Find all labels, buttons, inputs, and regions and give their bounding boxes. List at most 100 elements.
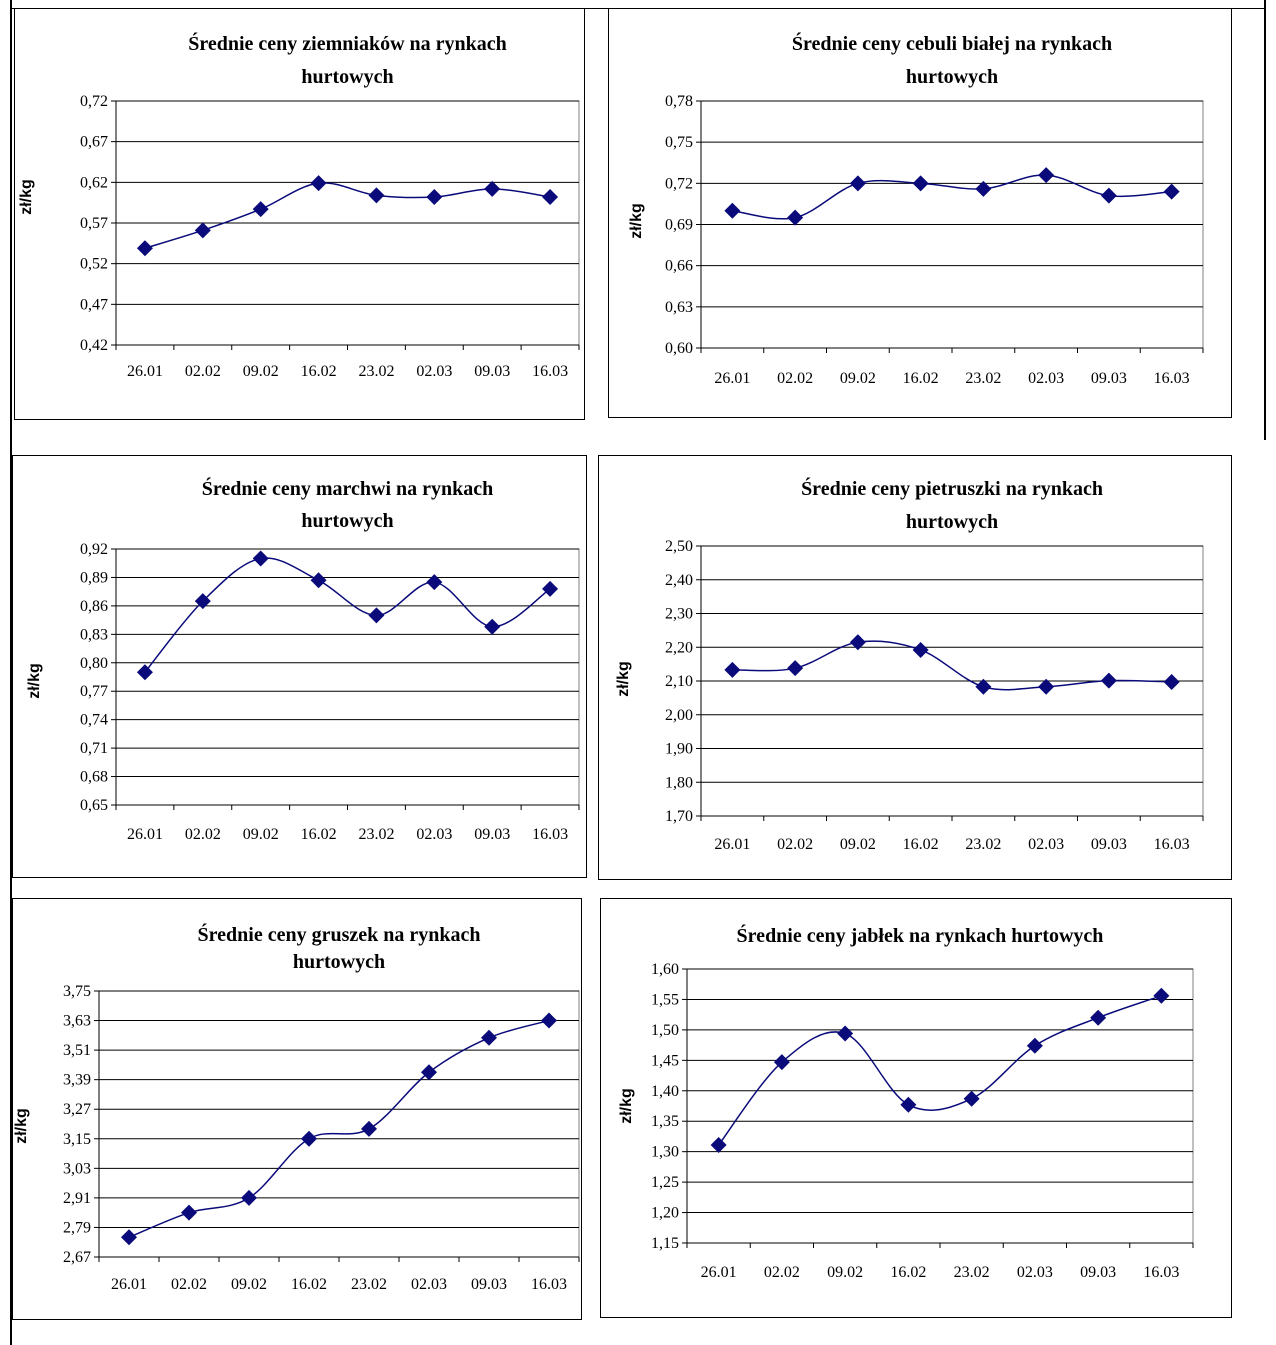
y-tick-label: 1,60 [651,961,679,978]
chart-panel-4: Średnie ceny pietruszki na rynkach hurtow… [598,455,1232,880]
y-tick-label: 2,30 [665,606,693,623]
y-axis-label: zł/kg [13,1108,30,1144]
data-point-marker [301,1130,317,1147]
data-point-marker [542,580,559,597]
x-tick-label: 23.02 [358,363,394,380]
x-tick-label: 16.02 [291,1276,327,1293]
data-point-marker [542,188,559,205]
x-tick-label: 02.02 [185,826,221,843]
chart-svg-3: Średnie ceny marchwi na rynkach hurtowych… [26,476,580,843]
data-point-marker [975,678,992,695]
data-point-marker [900,1096,917,1113]
x-tick-label: 09.02 [840,370,876,387]
data-point-marker [194,222,211,239]
data-point-marker [1153,987,1170,1004]
y-tick-label: 1,30 [651,1144,679,1161]
x-tick-label: 16.03 [1143,1264,1179,1281]
x-tick-label: 23.02 [358,826,394,843]
chart-svg-1: Średnie ceny ziemniaków na rynkach hurtow… [18,31,580,380]
y-tick-label: 0,68 [80,769,108,786]
data-point-marker [963,1090,980,1107]
data-point-marker [421,1064,437,1081]
chart-svg-2: Średnie ceny cebuli białej na rynkach hur… [628,31,1204,387]
y-tick-label: 0,83 [80,626,108,643]
y-tick-label: 0,72 [80,93,108,110]
data-point-marker [361,1120,377,1137]
chart-panel-3: Średnie ceny marchwi na rynkach hurtowych… [12,455,587,878]
y-tick-label: 2,20 [665,639,693,656]
y-tick-label: 0,72 [665,175,693,192]
x-tick-label: 02.03 [416,826,452,843]
data-point-marker [426,574,443,591]
data-point-marker [252,201,269,218]
y-tick-label: 0,67 [80,134,108,151]
x-tick-label: 26.01 [714,836,750,853]
y-tick-label: 2,79 [63,1219,91,1236]
data-point-marker [787,660,804,677]
x-tick-label: 16.03 [531,1276,567,1293]
y-axis-label: zł/kg [628,203,645,239]
y-tick-label: 1,25 [651,1174,679,1191]
y-axis-label: zł/kg [618,1088,635,1124]
data-point-marker [773,1054,790,1071]
series-line [144,557,551,673]
y-tick-label: 2,40 [665,572,693,589]
x-tick-label: 09.03 [474,363,510,380]
x-tick-label: 16.02 [903,370,939,387]
data-point-marker [310,175,327,192]
chart-title-line: hurtowych [293,951,385,973]
x-tick-label: 09.02 [243,826,279,843]
data-point-marker [837,1025,854,1042]
x-tick-label: 02.03 [1028,836,1064,853]
y-tick-label: 2,50 [665,538,693,555]
data-point-marker [1100,187,1117,204]
y-tick-label: 1,70 [665,808,693,825]
chart-title-line: Średnie ceny pietruszki na rynkach [801,476,1103,500]
data-point-marker [1100,672,1117,689]
chart-title-line: hurtowych [301,66,393,88]
data-point-marker [1090,1009,1107,1026]
data-point-marker [241,1189,257,1206]
y-tick-label: 3,15 [63,1131,91,1148]
y-tick-label: 0,60 [665,340,693,357]
data-point-marker [975,180,992,197]
data-point-marker [181,1204,197,1221]
y-tick-label: 3,51 [63,1042,91,1059]
x-tick-label: 23.02 [954,1264,990,1281]
y-tick-label: 0,75 [665,134,693,151]
chart-title-line: Średnie ceny jabłek na rynkach hurtowych [737,923,1104,947]
y-tick-label: 1,15 [651,1235,679,1252]
x-tick-label: 16.02 [903,836,939,853]
y-tick-label: 1,20 [651,1205,679,1222]
chart-svg-4: Średnie ceny pietruszki na rynkach hurtow… [615,476,1204,853]
x-tick-label: 02.02 [777,836,813,853]
y-tick-label: 1,80 [665,774,693,791]
chart-title-line: hurtowych [906,511,998,533]
y-tick-label: 2,00 [665,707,693,724]
y-tick-label: 3,75 [63,983,91,1000]
y-tick-label: 0,92 [80,541,108,558]
x-tick-label: 02.03 [411,1276,447,1293]
y-tick-label: 1,40 [651,1083,679,1100]
chart-panel-5: Średnie ceny gruszek na rynkach hurtowych… [12,898,582,1320]
data-point-marker [1163,183,1180,200]
x-tick-label: 02.03 [416,363,452,380]
x-tick-label: 09.03 [471,1276,507,1293]
x-tick-label: 26.01 [127,826,163,843]
x-tick-label: 02.03 [1017,1264,1053,1281]
y-axis-label: zł/kg [26,663,43,699]
frame-left-line [10,0,12,1345]
y-tick-label: 0,69 [665,217,693,234]
data-point-marker [368,187,385,204]
y-tick-label: 1,50 [651,1022,679,1039]
chart-title-line: hurtowych [301,510,393,532]
y-axis-label: zł/kg [615,661,632,697]
x-tick-label: 09.03 [1091,370,1127,387]
x-tick-label: 09.02 [231,1276,267,1293]
x-tick-label: 09.02 [840,836,876,853]
data-point-marker [310,572,327,589]
data-point-marker [136,240,153,257]
y-tick-label: 0,86 [80,598,108,615]
y-tick-label: 0,80 [80,655,108,672]
data-point-marker [194,593,211,610]
